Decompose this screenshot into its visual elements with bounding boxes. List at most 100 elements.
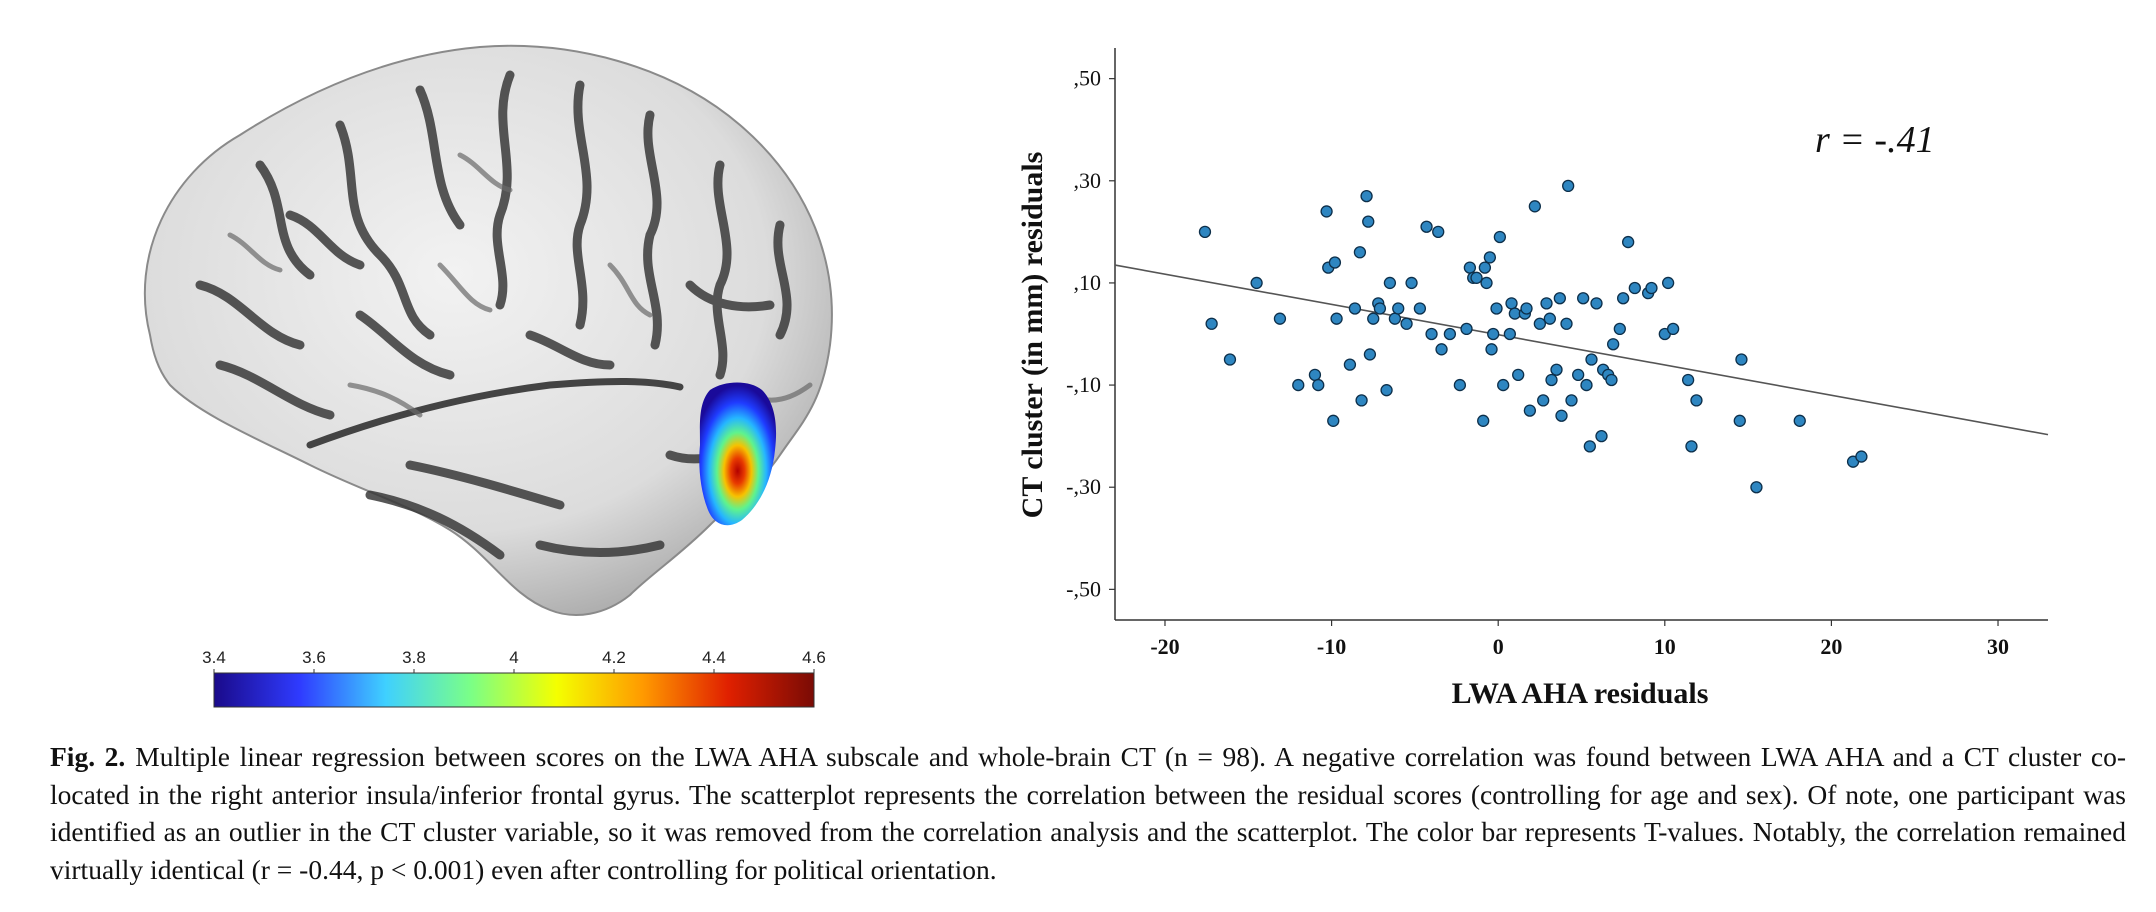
y-tick-label: -,50 — [1066, 576, 1101, 601]
scatter-point — [1483, 251, 1497, 264]
scatter-point — [1553, 292, 1566, 305]
colorbar-ticks: 3.4 3.6 3.8 4 4.2 4.4 4.6 — [202, 648, 826, 675]
scatter-point — [1330, 312, 1343, 325]
scatter-point — [1583, 440, 1596, 453]
colorbar-tick-label: 3.8 — [402, 648, 426, 667]
scatter-point — [1497, 378, 1510, 392]
scatter-point — [1750, 481, 1763, 494]
scatter-point — [1413, 302, 1427, 315]
scatter-point — [1580, 378, 1593, 392]
scatter-point — [1628, 281, 1641, 295]
brain-surface-svg — [143, 44, 833, 616]
regression-line — [1114, 264, 2049, 436]
x-tick-label: 10 — [1654, 634, 1676, 659]
axes: ,50 ,30 ,10 -,10 -,30 -,50 -20 -10 0 10 20 30 — [1066, 48, 2048, 659]
scatter-point — [1312, 378, 1325, 392]
scatter-point — [1463, 261, 1477, 274]
scatter-point — [1460, 322, 1473, 336]
scatter-point — [1223, 353, 1237, 366]
scatter-point — [1320, 205, 1333, 218]
scatter-point — [1490, 302, 1503, 315]
scatter-point — [1367, 312, 1380, 325]
scatter-point — [1485, 343, 1498, 356]
y-tick-label: -,30 — [1066, 474, 1101, 499]
scatter-point — [1733, 414, 1746, 427]
scatter-point — [1645, 281, 1658, 295]
regression-line-group — [1114, 264, 2049, 436]
scatter-point — [1405, 276, 1418, 290]
scatter-point — [1273, 312, 1287, 325]
scatter-point — [1560, 317, 1573, 330]
scatter-point — [1493, 230, 1507, 244]
scatter-point — [1690, 394, 1703, 407]
scatter-point — [1555, 409, 1568, 422]
x-tick-label: -10 — [1317, 634, 1346, 659]
scatter-point — [1590, 297, 1603, 310]
scatter-point — [1327, 414, 1340, 427]
scatter-point — [1435, 343, 1448, 356]
scatter-point — [1685, 440, 1698, 453]
data-points — [1198, 179, 1868, 494]
colorbar-tick-label: 3.6 — [302, 648, 326, 667]
scatter-point — [1523, 404, 1537, 417]
scatter-point — [1540, 297, 1553, 310]
scatter-point — [1681, 373, 1695, 387]
brain-figure: 3.4 3.6 3.8 4 4.2 4.4 4.6 — [110, 35, 930, 715]
cortex-hemisphere — [143, 44, 833, 616]
scatter-point — [1373, 302, 1387, 315]
scatter-point — [1432, 225, 1445, 239]
scatter-point — [1585, 353, 1598, 366]
scatter-point — [1355, 394, 1368, 407]
scatter-point — [1400, 317, 1413, 330]
scatter-point — [1477, 414, 1490, 427]
correlation-annotation: r = -.41 — [1815, 119, 1935, 161]
scatter-point — [1562, 179, 1575, 193]
scatter-point — [1425, 327, 1438, 341]
scatter-point — [1383, 276, 1397, 290]
scatter-point — [1308, 368, 1322, 382]
y-tick-label: ,10 — [1074, 270, 1102, 295]
scatter-point — [1392, 302, 1405, 315]
scatter-point — [1550, 363, 1563, 376]
scatter-point — [1353, 246, 1367, 259]
scatter-point — [1520, 302, 1533, 315]
x-tick-label: -20 — [1150, 634, 1179, 659]
scatter-point — [1613, 322, 1626, 336]
caption-label: Fig. 2. — [50, 741, 126, 772]
scatter-point — [1388, 312, 1402, 325]
scatter-point — [1380, 384, 1393, 397]
scatter-point — [1487, 327, 1500, 341]
scatter-point — [1545, 373, 1558, 387]
colorbar-tick-label: 4.4 — [702, 648, 726, 667]
scatter-point — [1505, 297, 1518, 310]
x-tick-label: 0 — [1493, 634, 1504, 659]
scatter-point — [1577, 292, 1590, 305]
scatter-point — [1537, 394, 1550, 407]
scatter-point — [1622, 235, 1635, 249]
scatter-point — [1480, 276, 1493, 290]
scatter-point — [1533, 317, 1546, 330]
scatter-point — [1292, 378, 1305, 392]
scatter-point — [1360, 189, 1373, 203]
scatter-point — [1528, 200, 1541, 213]
scatter-point — [1470, 271, 1483, 284]
scatter-point — [1661, 276, 1675, 290]
scatter-point — [1605, 373, 1618, 387]
scatter-point — [1607, 338, 1620, 351]
scatter-point — [1855, 450, 1868, 463]
scatter-point — [1666, 322, 1680, 336]
sulci-pattern — [195, 70, 792, 560]
y-axis-title: CT cluster (in mm) residuals — [1016, 152, 1049, 519]
scatter-point — [1205, 317, 1218, 330]
scatter-point — [1793, 414, 1806, 427]
activation-cluster — [699, 382, 777, 526]
colorbar-tick-label: 4.6 — [802, 648, 826, 667]
scatter-plot: CT cluster (in mm) residuals LWA AHA res… — [1016, 48, 2049, 710]
colorbar-fill — [213, 672, 815, 708]
scatter-point — [1348, 302, 1362, 315]
y-tick-label: ,30 — [1074, 168, 1102, 193]
scatter-point — [1362, 215, 1375, 228]
scatter-point — [1198, 225, 1212, 239]
y-tick-label: -,10 — [1066, 372, 1101, 397]
scatter-point — [1543, 312, 1556, 325]
